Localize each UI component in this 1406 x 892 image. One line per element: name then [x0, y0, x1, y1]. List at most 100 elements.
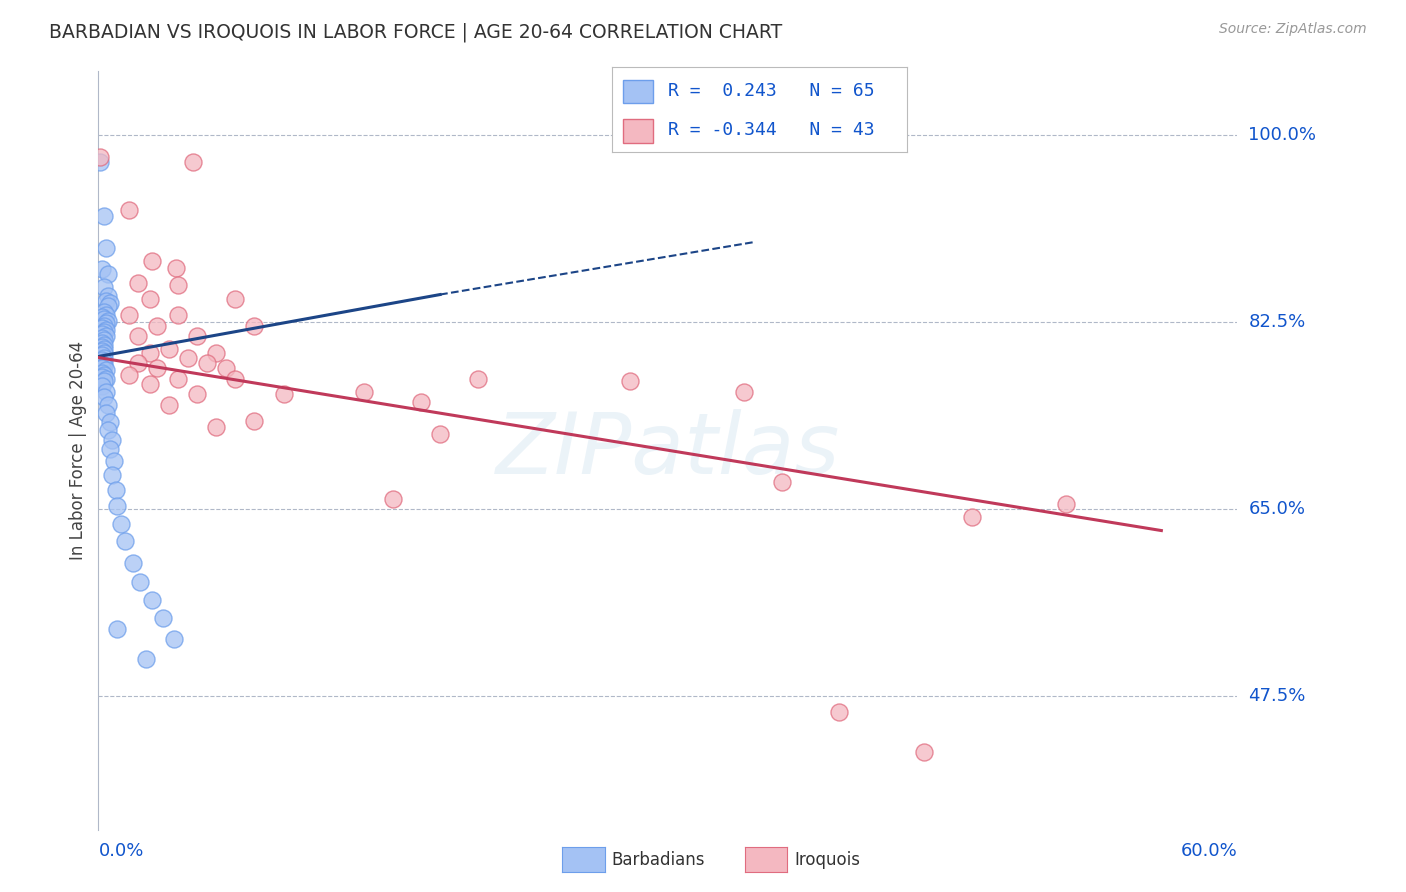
- Point: [91, 369, 114, 384]
- Point: [93, 318, 115, 333]
- Point: [91, 344, 114, 359]
- Point: [93, 312, 115, 326]
- Point: [93, 359, 115, 373]
- Point: [1056, 497, 1078, 511]
- Y-axis label: In Labor Force | Age 20-64: In Labor Force | Age 20-64: [69, 341, 87, 560]
- Point: [103, 454, 125, 468]
- Point: [127, 356, 149, 370]
- Point: [93, 334, 115, 348]
- Point: [93, 368, 115, 382]
- Point: [214, 361, 236, 376]
- Point: [91, 261, 114, 276]
- Point: [97, 299, 120, 313]
- Point: [353, 384, 375, 399]
- Point: [411, 395, 433, 409]
- Point: [205, 346, 228, 360]
- Point: [146, 361, 169, 376]
- Point: [118, 308, 141, 322]
- Point: [91, 366, 114, 380]
- Point: [97, 267, 120, 281]
- Text: R =  0.243   N = 65: R = 0.243 N = 65: [668, 82, 875, 100]
- Point: [243, 318, 266, 333]
- Point: [121, 556, 143, 570]
- FancyBboxPatch shape: [623, 120, 652, 143]
- Point: [93, 374, 115, 388]
- Point: [118, 368, 141, 382]
- Point: [100, 433, 122, 447]
- Point: [167, 308, 190, 322]
- Point: [94, 384, 117, 399]
- Point: [176, 351, 198, 365]
- Point: [98, 296, 121, 310]
- Point: [770, 475, 793, 490]
- Point: [467, 372, 489, 386]
- Point: [91, 327, 114, 342]
- Point: [93, 342, 115, 356]
- Point: [91, 357, 114, 371]
- Text: R = -0.344   N = 43: R = -0.344 N = 43: [668, 120, 875, 138]
- Point: [195, 356, 218, 370]
- Point: [91, 340, 114, 354]
- Point: [91, 352, 114, 367]
- Point: [157, 398, 180, 412]
- Point: [94, 323, 117, 337]
- Point: [98, 415, 121, 429]
- Text: ZIPatlas: ZIPatlas: [496, 409, 839, 492]
- Point: [94, 293, 117, 308]
- Point: [127, 329, 149, 343]
- Point: [93, 280, 115, 294]
- Point: [93, 304, 115, 318]
- Point: [93, 351, 115, 365]
- Point: [381, 491, 404, 506]
- Point: [94, 406, 117, 420]
- Point: [91, 331, 114, 345]
- Point: [243, 413, 266, 427]
- Point: [97, 288, 120, 302]
- Point: [107, 499, 129, 513]
- Point: [93, 355, 115, 369]
- Point: [129, 574, 152, 589]
- Point: [91, 348, 114, 362]
- Point: [94, 372, 117, 386]
- Point: [89, 155, 111, 169]
- Point: [97, 314, 120, 328]
- Point: [93, 209, 115, 223]
- Text: Barbadians: Barbadians: [612, 851, 706, 869]
- Point: [141, 254, 163, 268]
- Point: [98, 442, 121, 457]
- Point: [127, 276, 149, 290]
- Point: [960, 509, 983, 524]
- Point: [146, 318, 169, 333]
- Point: [89, 150, 111, 164]
- Point: [828, 705, 851, 719]
- Text: 65.0%: 65.0%: [1249, 500, 1305, 518]
- Point: [93, 325, 115, 339]
- Point: [91, 310, 114, 324]
- Point: [141, 593, 163, 607]
- Point: [429, 427, 451, 442]
- Point: [186, 387, 208, 401]
- Text: 60.0%: 60.0%: [1181, 842, 1237, 861]
- Point: [619, 374, 641, 388]
- Point: [91, 320, 114, 334]
- Point: [165, 260, 187, 275]
- Point: [94, 363, 117, 377]
- Point: [100, 468, 122, 483]
- Point: [167, 277, 190, 292]
- Point: [97, 398, 120, 412]
- Point: [94, 241, 117, 255]
- Point: [93, 390, 115, 404]
- Text: Iroquois: Iroquois: [794, 851, 860, 869]
- Point: [138, 346, 160, 360]
- Point: [135, 651, 157, 665]
- Point: [138, 377, 160, 392]
- Text: 82.5%: 82.5%: [1249, 313, 1306, 331]
- Point: [91, 335, 114, 350]
- Text: 0.0%: 0.0%: [98, 842, 143, 861]
- Point: [94, 329, 117, 343]
- Point: [912, 745, 935, 759]
- Point: [110, 517, 132, 532]
- Point: [94, 317, 117, 331]
- Point: [186, 329, 208, 343]
- Point: [183, 155, 205, 169]
